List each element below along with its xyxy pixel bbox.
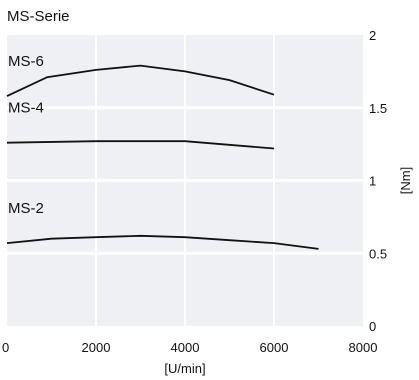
- x-tick-label: 0: [2, 340, 9, 355]
- series-label-ms-2: MS-2: [8, 200, 44, 217]
- y-tick-label: 1.5: [369, 101, 387, 116]
- chart-title: MS-Serie: [7, 8, 70, 25]
- x-tick-label: 2000: [82, 340, 111, 355]
- y-tick-label: 0: [369, 319, 376, 334]
- y-axis-label: [Nm]: [398, 167, 413, 194]
- grid-lines: [7, 35, 363, 326]
- series-line-ms-2: [6, 234, 319, 250]
- y-tick-label: 2: [369, 28, 376, 43]
- x-tick-label: 8000: [349, 340, 378, 355]
- series-line-ms-4: [6, 140, 275, 150]
- x-axis-label: [U/min]: [164, 361, 205, 376]
- series-lines: [6, 64, 319, 250]
- x-tick-label: 6000: [260, 340, 289, 355]
- series-labels: MS-6 MS-4 MS-2: [8, 53, 44, 217]
- y-tick-label: 0.5: [369, 246, 387, 261]
- series-line-ms-6: [6, 64, 275, 97]
- series-label-ms-4: MS-4: [8, 100, 44, 117]
- y-tick-label: 1: [369, 174, 376, 189]
- x-tick-label: 4000: [171, 340, 200, 355]
- x-tick-labels: 0 2000 4000 6000 8000: [2, 340, 377, 355]
- series-label-ms-6: MS-6: [8, 53, 44, 70]
- y-tick-labels: 0 0.5 1 1.5 2: [369, 28, 387, 334]
